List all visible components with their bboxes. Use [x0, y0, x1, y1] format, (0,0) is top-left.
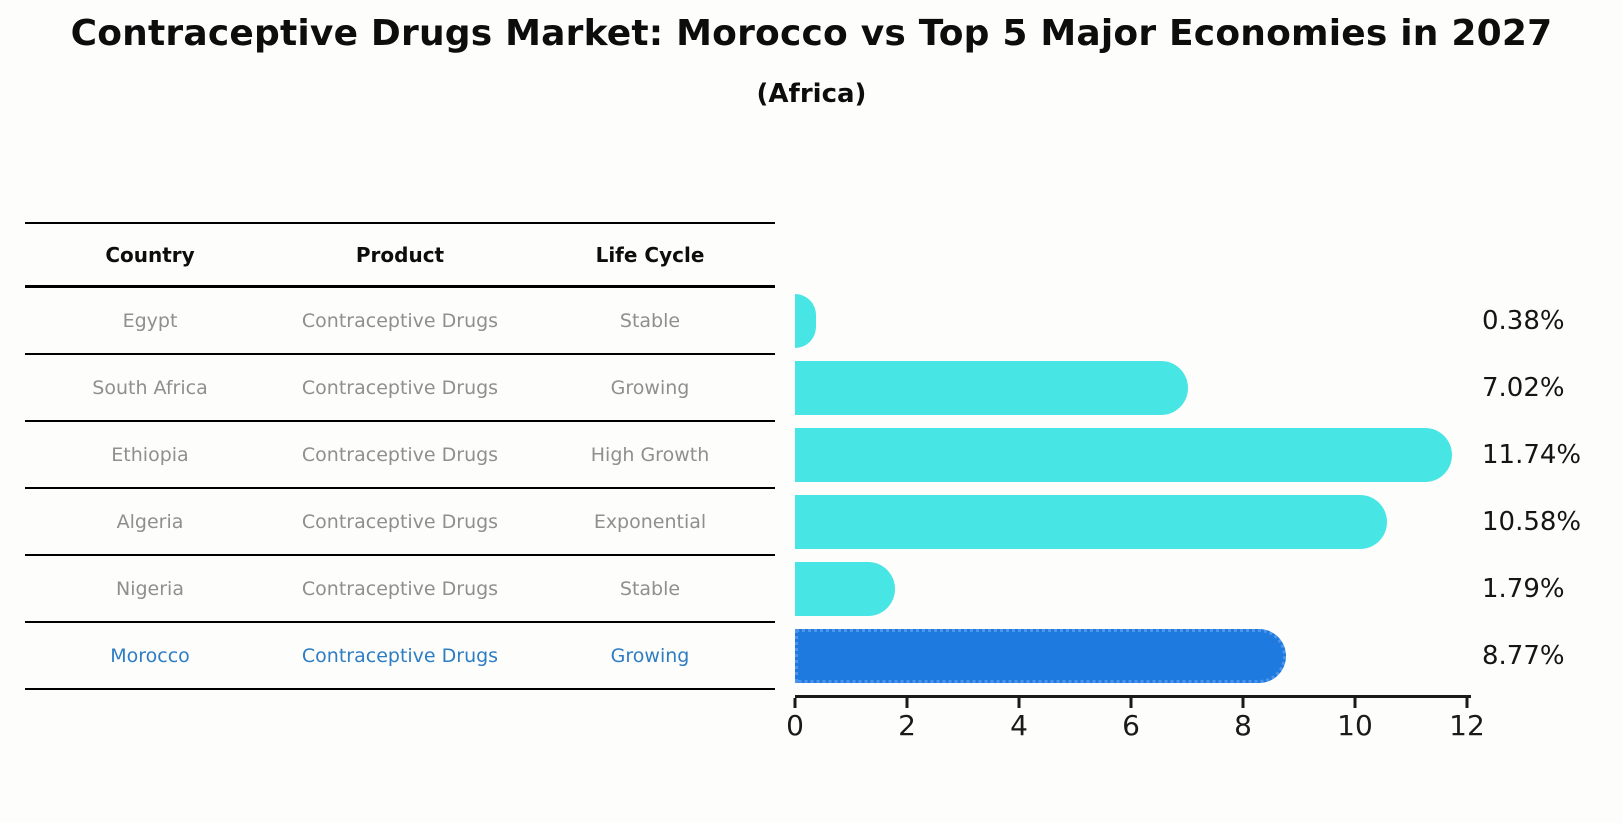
- country-cell: Ethiopia: [111, 443, 189, 466]
- country-cell: South Africa: [92, 376, 208, 399]
- bar-row: 7.02%: [795, 355, 1615, 422]
- country-cell: Algeria: [116, 510, 184, 533]
- lifecycle-cell: Stable: [619, 309, 681, 332]
- bar-row: 0.38%: [795, 288, 1615, 355]
- value-bar-morocco: [795, 629, 1286, 683]
- value-label: 7.02%: [1482, 373, 1565, 403]
- value-label: 0.38%: [1482, 306, 1565, 336]
- table-row: Egypt Contraceptive Drugs Stable: [25, 288, 775, 355]
- comparison-table: Country Product Life Cycle Egypt Contrac…: [25, 222, 775, 690]
- value-bar-egypt: [795, 294, 816, 348]
- value-bar-ethiopia: [795, 428, 1452, 482]
- x-axis: 0 2 4 6 8 10 12: [786, 695, 1485, 745]
- lifecycle-cell: Exponential: [593, 510, 707, 533]
- product-cell: Contraceptive Drugs: [301, 510, 499, 533]
- country-cell: Egypt: [122, 309, 178, 332]
- chart-subtitle: (Africa): [756, 79, 867, 109]
- chart-title: Contraceptive Drugs Market: Morocco vs T…: [70, 13, 1553, 54]
- value-bar-south-africa: [795, 361, 1188, 415]
- bar-chart: 0.38% 7.02% 11.74% 10.58% 1.79% 8.77%: [795, 288, 1615, 690]
- bar-row: 1.79%: [795, 556, 1615, 623]
- x-tick: 10: [1337, 698, 1373, 742]
- table-header-row: Country Product Life Cycle: [25, 222, 775, 288]
- table-row-morocco: Morocco Contraceptive Drugs Growing: [25, 623, 775, 690]
- product-cell: Contraceptive Drugs: [301, 577, 499, 600]
- x-tick: 4: [1010, 698, 1028, 742]
- x-tick: 8: [1234, 698, 1252, 742]
- table-row: South Africa Contraceptive Drugs Growing: [25, 355, 775, 422]
- x-tick-label: 4: [1010, 709, 1028, 742]
- x-tick-label: 12: [1449, 709, 1485, 742]
- product-cell: Contraceptive Drugs: [301, 376, 499, 399]
- lifecycle-cell: Growing: [610, 644, 690, 667]
- x-tick: 0: [786, 698, 804, 742]
- product-cell: Contraceptive Drugs: [301, 644, 499, 667]
- column-header-lifecycle: Life Cycle: [595, 242, 705, 267]
- bar-row: 8.77%: [795, 623, 1615, 690]
- column-header-product: Product: [355, 242, 445, 267]
- column-header-country: Country: [105, 242, 195, 267]
- country-cell: Morocco: [110, 644, 190, 667]
- product-cell: Contraceptive Drugs: [301, 309, 499, 332]
- x-tick-label: 8: [1234, 709, 1252, 742]
- bar-row: 11.74%: [795, 422, 1615, 489]
- value-bar-nigeria: [795, 562, 895, 616]
- value-bar-algeria: [795, 495, 1387, 549]
- bar-row: 10.58%: [795, 489, 1615, 556]
- value-label: 11.74%: [1482, 440, 1582, 470]
- lifecycle-cell: High Growth: [590, 443, 710, 466]
- x-tick: 6: [1122, 698, 1140, 742]
- x-tick: 12: [1449, 698, 1485, 742]
- country-cell: Nigeria: [116, 577, 184, 600]
- x-tick-label: 0: [786, 709, 804, 742]
- lifecycle-cell: Growing: [610, 376, 690, 399]
- value-label: 1.79%: [1482, 574, 1565, 604]
- product-cell: Contraceptive Drugs: [301, 443, 499, 466]
- table-row: Nigeria Contraceptive Drugs Stable: [25, 556, 775, 623]
- x-tick-label: 6: [1122, 709, 1140, 742]
- table-row: Algeria Contraceptive Drugs Exponential: [25, 489, 775, 556]
- value-label: 8.77%: [1482, 641, 1565, 671]
- x-tick: 2: [898, 698, 916, 742]
- lifecycle-cell: Stable: [619, 577, 681, 600]
- table-row: Ethiopia Contraceptive Drugs High Growth: [25, 422, 775, 489]
- x-tick-label: 2: [898, 709, 916, 742]
- value-label: 10.58%: [1482, 507, 1582, 537]
- x-tick-label: 10: [1337, 709, 1373, 742]
